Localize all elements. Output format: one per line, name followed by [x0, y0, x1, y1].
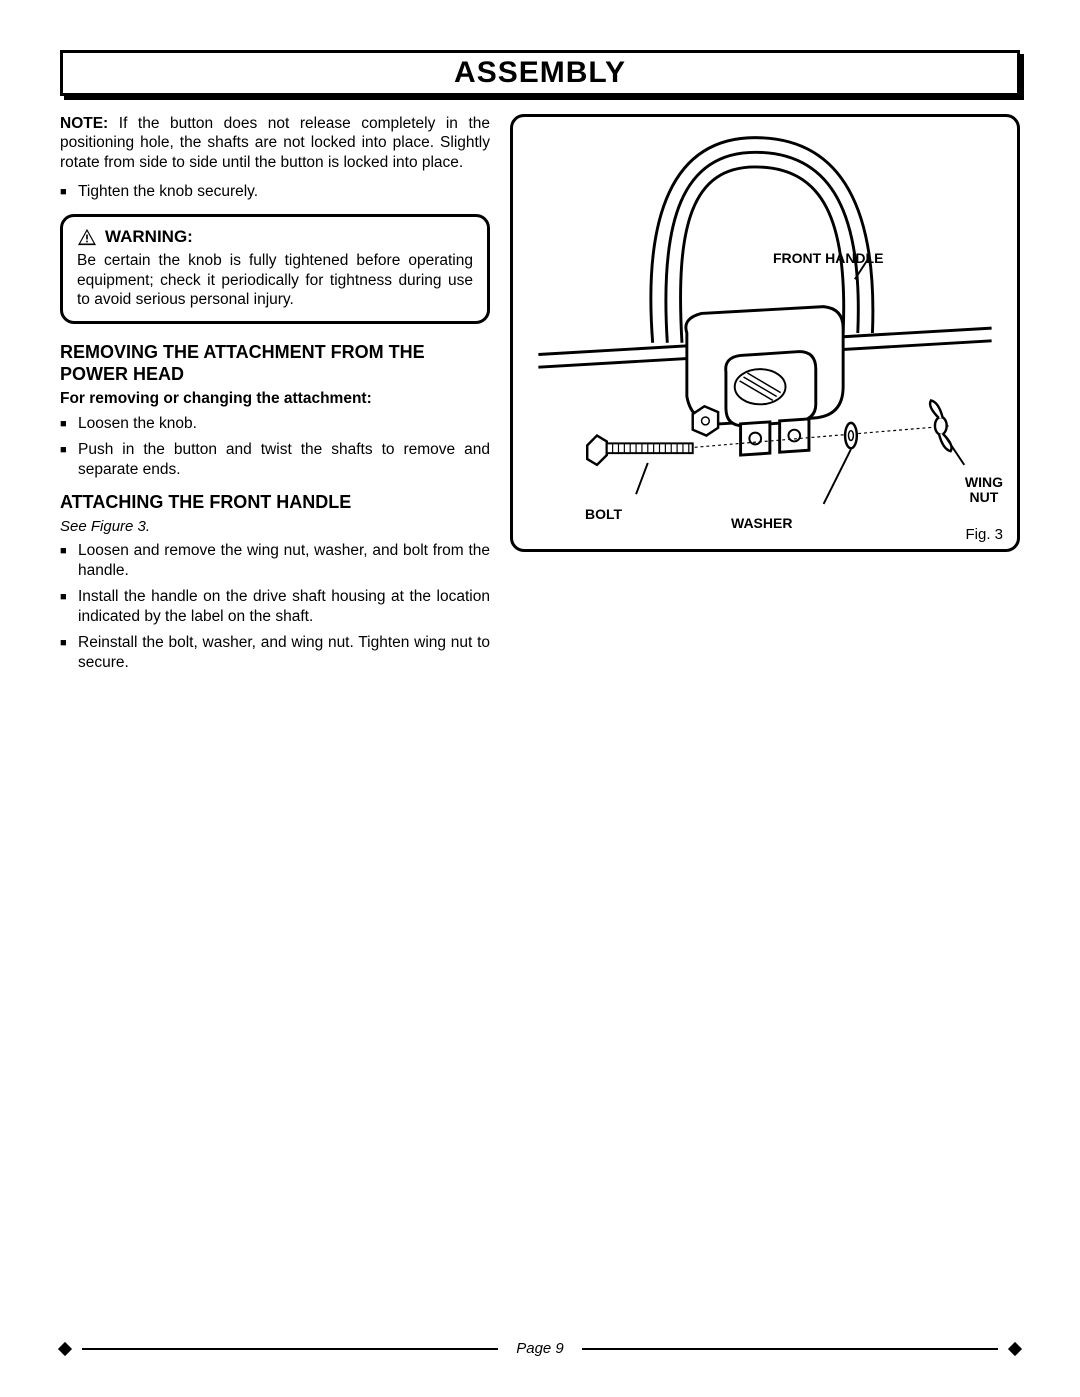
title-banner: ASSEMBLY	[60, 50, 1020, 96]
label-nut: NUT	[970, 489, 999, 505]
content-columns: NOTE: If the button does not release com…	[60, 114, 1020, 685]
page-footer: Page 9	[60, 1340, 1020, 1357]
label-wing: WING	[965, 474, 1003, 490]
label-front-handle: FRONT HANDLE	[773, 251, 883, 266]
warning-heading: WARNING:	[77, 227, 473, 247]
label-washer: WASHER	[731, 516, 792, 531]
list-item: Install the handle on the drive shaft ho…	[60, 587, 490, 627]
list-item: Tighten the knob securely.	[60, 182, 490, 202]
warning-box: WARNING: Be certain the knob is fully ti…	[60, 214, 490, 324]
figure-caption: Fig. 3	[965, 526, 1003, 543]
note-text: If the button does not release completel…	[60, 115, 490, 171]
section1-sub: For removing or changing the attachment:	[60, 390, 490, 408]
list-item: Loosen and remove the wing nut, washer, …	[60, 541, 490, 581]
note-label: NOTE:	[60, 115, 108, 132]
list-item: Loosen the knob.	[60, 414, 490, 434]
section1-bullets: Loosen the knob. Push in the button and …	[60, 414, 490, 480]
list-item: Push in the button and twist the shafts …	[60, 440, 490, 480]
right-column: FRONT HANDLE WING NUT BOLT WASHER Fig. 3	[510, 114, 1020, 685]
section-heading-attaching: ATTACHING THE FRONT HANDLE	[60, 492, 490, 514]
note-paragraph: NOTE: If the button does not release com…	[60, 114, 490, 172]
warning-label: WARNING:	[105, 227, 193, 247]
warning-icon	[77, 228, 97, 246]
warning-text: Be certain the knob is fully tightened b…	[77, 251, 473, 309]
see-figure-ref: See Figure 3.	[60, 518, 490, 535]
left-column: NOTE: If the button does not release com…	[60, 114, 490, 685]
footer-line-right	[582, 1348, 998, 1350]
figure-box: FRONT HANDLE WING NUT BOLT WASHER Fig. 3	[510, 114, 1020, 552]
footer-diamond-right	[1008, 1341, 1022, 1355]
footer-diamond-left	[58, 1341, 72, 1355]
section-heading-removing: REMOVING THE ATTACHMENT FROM THE POWER H…	[60, 342, 490, 385]
page-number: Page 9	[510, 1340, 570, 1357]
bullet-list-1: Tighten the knob securely.	[60, 182, 490, 202]
list-item: Reinstall the bolt, washer, and wing nut…	[60, 633, 490, 673]
footer-line-left	[82, 1348, 498, 1350]
section2-bullets: Loosen and remove the wing nut, washer, …	[60, 541, 490, 674]
label-wing-nut: WING NUT	[965, 475, 1003, 504]
label-bolt: BOLT	[585, 507, 622, 522]
figure-3-illustration	[519, 123, 1011, 543]
page-title: ASSEMBLY	[454, 56, 626, 90]
